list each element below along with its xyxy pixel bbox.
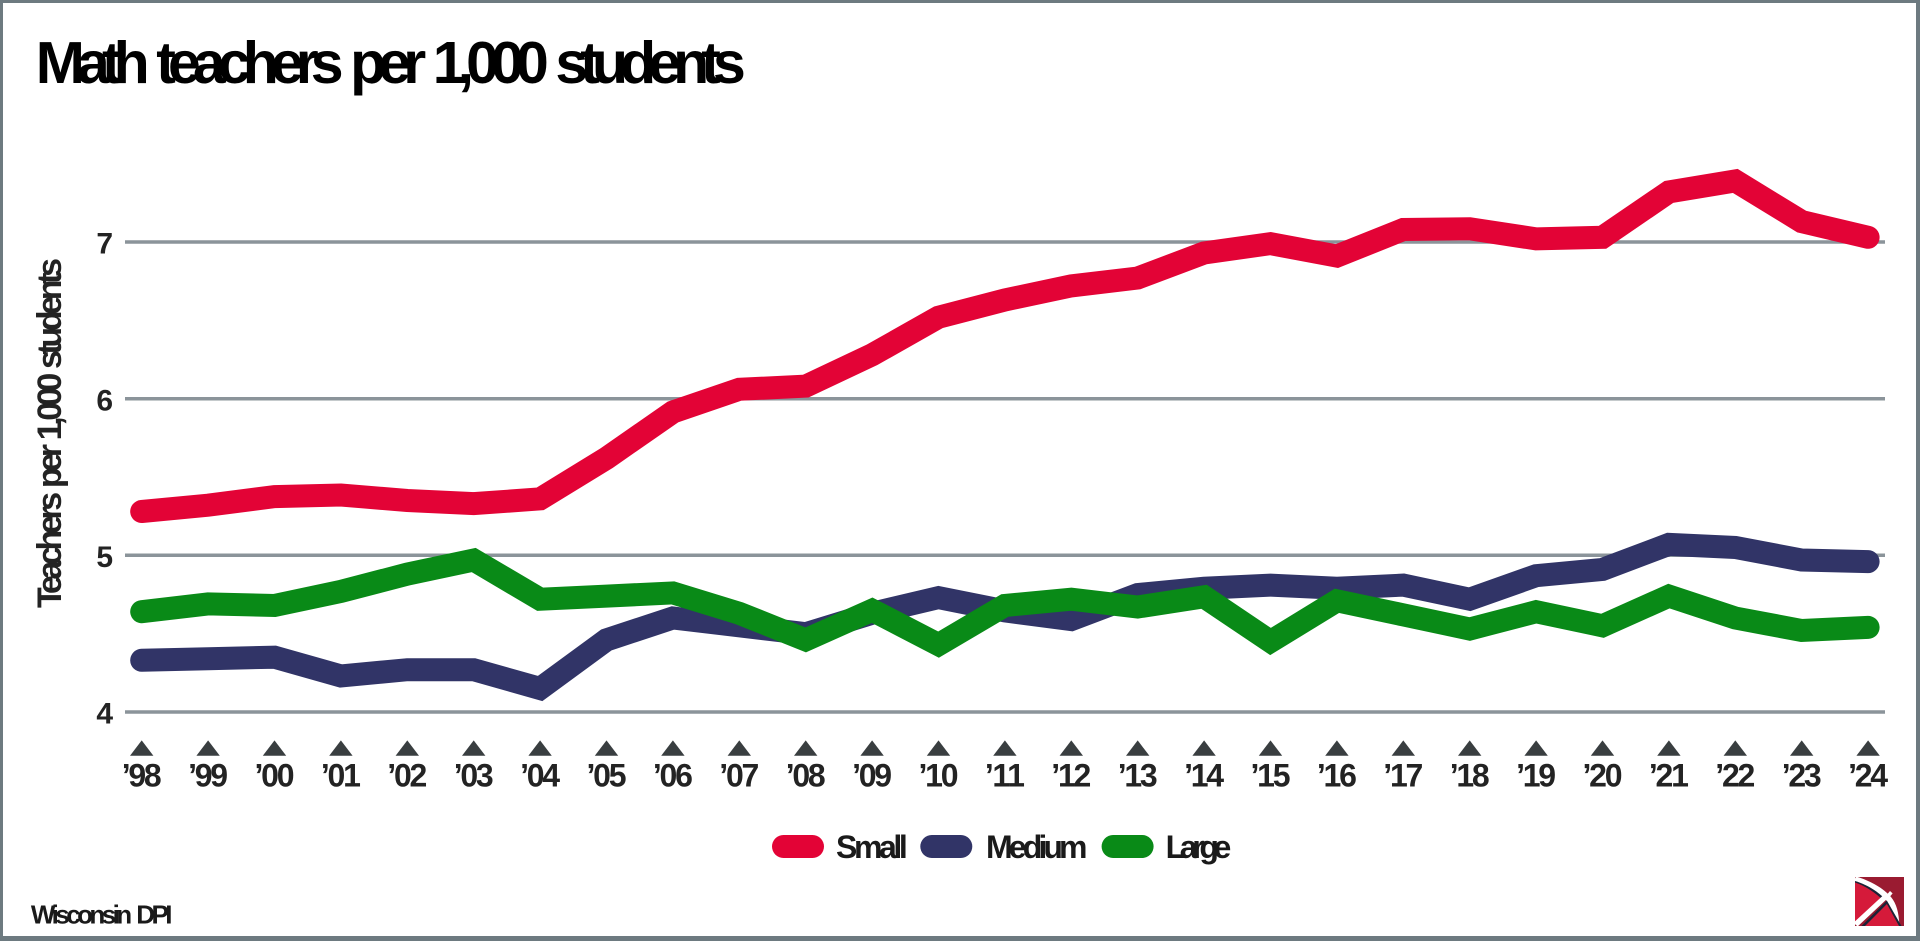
svg-text:Medium: Medium bbox=[986, 829, 1088, 865]
svg-text:Small: Small bbox=[836, 829, 908, 865]
svg-text:’21: ’21 bbox=[1649, 758, 1689, 794]
svg-text:’14: ’14 bbox=[1184, 758, 1224, 794]
svg-text:6: 6 bbox=[96, 384, 113, 417]
svg-text:’16: ’16 bbox=[1317, 758, 1357, 794]
svg-text:’08: ’08 bbox=[786, 758, 826, 794]
svg-text:’02: ’02 bbox=[387, 758, 427, 794]
svg-text:’01: ’01 bbox=[321, 758, 361, 794]
svg-text:’11: ’11 bbox=[985, 758, 1025, 794]
svg-text:’06: ’06 bbox=[653, 758, 693, 794]
svg-text:’10: ’10 bbox=[919, 758, 959, 794]
svg-text:’04: ’04 bbox=[520, 758, 560, 794]
svg-text:’05: ’05 bbox=[587, 758, 627, 794]
svg-text:’18: ’18 bbox=[1450, 758, 1490, 794]
svg-text:7: 7 bbox=[96, 228, 113, 261]
svg-text:’07: ’07 bbox=[719, 758, 759, 794]
svg-text:’13: ’13 bbox=[1118, 758, 1158, 794]
svg-text:’17: ’17 bbox=[1383, 758, 1423, 794]
svg-text:Math teachers per 1,000 studen: Math teachers per 1,000 students bbox=[36, 30, 746, 96]
svg-text:5: 5 bbox=[96, 541, 113, 574]
svg-text:’15: ’15 bbox=[1251, 758, 1291, 794]
svg-text:’09: ’09 bbox=[852, 758, 892, 794]
svg-text:Teachers per 1,000 students: Teachers per 1,000 students bbox=[31, 258, 69, 608]
svg-text:’22: ’22 bbox=[1715, 758, 1755, 794]
svg-text:’98: ’98 bbox=[122, 758, 162, 794]
svg-text:’03: ’03 bbox=[454, 758, 494, 794]
svg-text:’19: ’19 bbox=[1516, 758, 1556, 794]
svg-text:’24: ’24 bbox=[1848, 758, 1888, 794]
svg-text:Large: Large bbox=[1166, 829, 1232, 865]
svg-text:Wisconsin DPI: Wisconsin DPI bbox=[31, 900, 173, 930]
svg-text:’20: ’20 bbox=[1583, 758, 1623, 794]
svg-text:’12: ’12 bbox=[1051, 758, 1091, 794]
svg-text:’23: ’23 bbox=[1782, 758, 1822, 794]
svg-text:4: 4 bbox=[96, 698, 113, 731]
svg-text:’99: ’99 bbox=[188, 758, 228, 794]
svg-text:’00: ’00 bbox=[255, 758, 295, 794]
